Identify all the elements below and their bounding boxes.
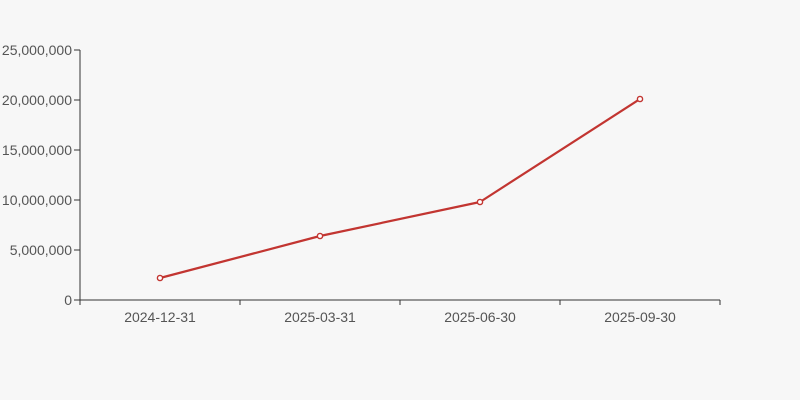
y-tick-label: 10,000,000 [2, 192, 72, 208]
x-tick-label: 2025-06-30 [444, 309, 516, 325]
y-tick-label: 20,000,000 [2, 92, 72, 108]
x-tick-label: 2025-03-31 [284, 309, 356, 325]
x-axis: 2024-12-31 2025-03-31 2025-06-30 2025-09… [79, 299, 721, 325]
data-point-marker [316, 232, 324, 240]
data-point-marker [156, 274, 164, 282]
line-series [156, 95, 644, 282]
data-point-marker [636, 95, 644, 103]
y-tick-label: 0 [64, 292, 72, 308]
y-tick-label: 25,000,000 [2, 42, 72, 58]
x-tick-label: 2025-09-30 [604, 309, 676, 325]
y-tick-label: 5,000,000 [10, 242, 72, 258]
series-line [158, 97, 642, 280]
x-tick-label: 2024-12-31 [124, 309, 196, 325]
y-axis: 0 5,000,000 10,000,000 15,000,000 20,000… [2, 42, 81, 308]
y-tick-label: 15,000,000 [2, 142, 72, 158]
data-point-marker [476, 198, 484, 206]
